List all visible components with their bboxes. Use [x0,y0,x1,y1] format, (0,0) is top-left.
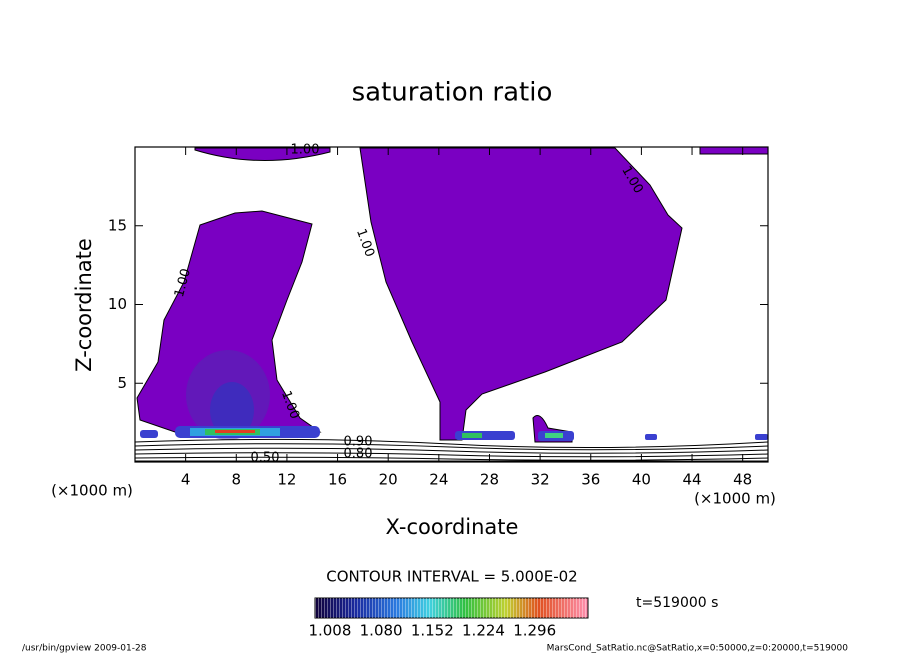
x-tick-label: 4 [181,471,191,489]
footer-left: /usr/bin/gpview 2009-01-28 [22,644,147,654]
colorbar-hatch [315,598,588,618]
colorbar-tick-label: 1.296 [513,622,556,640]
contour-label: 1.00 [291,143,320,158]
x-unit: (×1000 m) [51,482,133,500]
contour-region [359,147,683,441]
colorbar-tick-label: 1.080 [360,622,403,640]
colorbar-tick-label: 1.008 [308,622,351,640]
contour-label: 0.80 [344,447,373,462]
y-tick-label: 5 [117,374,127,392]
contour-region [194,147,331,161]
x-axis-label: X-coordinate [386,515,519,539]
x-tick-label: 40 [632,471,651,489]
x-tick-label: 44 [682,471,701,489]
contour-interval: CONTOUR INTERVAL = 5.000E-02 [326,568,577,586]
colorbar-tick-label: 1.224 [462,622,505,640]
x-tick-label: 8 [232,471,242,489]
chart-title: saturation ratio [352,78,553,108]
x-unit: (×1000 m) [694,490,776,508]
colorbar-tick-label: 1.152 [411,622,454,640]
x-tick-label: 36 [581,471,600,489]
contour-label: 0.50 [251,451,280,466]
y-tick-label: 15 [108,216,127,234]
footer-right: MarsCond_SatRatio.nc@SatRatio,x=0:50000,… [547,644,849,654]
y-axis-label: Z-coordinate [72,238,96,372]
x-tick-label: 48 [733,471,752,489]
x-tick-label: 20 [379,471,398,489]
y-tick-label: 10 [108,295,127,313]
contour-regions [136,146,769,443]
contour-region [136,210,322,433]
time-label: t=519000 s [636,595,718,611]
x-tick-label: 24 [429,471,448,489]
contour-label: 1.00 [172,267,194,299]
contour-label: 0.90 [344,435,373,450]
x-tick-label: 32 [531,471,550,489]
contour-lines [134,438,769,462]
x-tick-label: 12 [277,471,296,489]
x-tick-label: 28 [480,471,499,489]
x-tick-label: 16 [328,471,347,489]
contour-region [699,146,769,155]
